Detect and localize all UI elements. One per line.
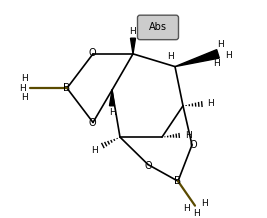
- Text: H: H: [22, 94, 28, 102]
- Text: H: H: [218, 40, 224, 49]
- Text: O: O: [88, 48, 96, 58]
- Text: H: H: [184, 204, 190, 213]
- Text: H: H: [201, 199, 207, 208]
- Text: H: H: [20, 84, 26, 93]
- Text: Abs: Abs: [149, 22, 167, 32]
- Text: H: H: [91, 146, 97, 155]
- Text: O: O: [88, 118, 96, 128]
- Text: H: H: [109, 108, 115, 117]
- Polygon shape: [131, 38, 135, 54]
- FancyBboxPatch shape: [138, 15, 179, 40]
- Text: H: H: [22, 74, 28, 83]
- Text: H: H: [225, 51, 231, 60]
- Text: H: H: [208, 99, 214, 108]
- Text: H: H: [193, 209, 199, 218]
- Text: H: H: [129, 27, 136, 36]
- Text: H: H: [167, 52, 173, 61]
- Text: H: H: [213, 59, 219, 68]
- Polygon shape: [175, 50, 219, 66]
- Text: O: O: [144, 160, 152, 170]
- Polygon shape: [109, 90, 115, 106]
- Text: O: O: [189, 140, 197, 150]
- Text: B: B: [64, 83, 70, 93]
- Text: H: H: [184, 131, 191, 140]
- Text: B: B: [174, 176, 182, 186]
